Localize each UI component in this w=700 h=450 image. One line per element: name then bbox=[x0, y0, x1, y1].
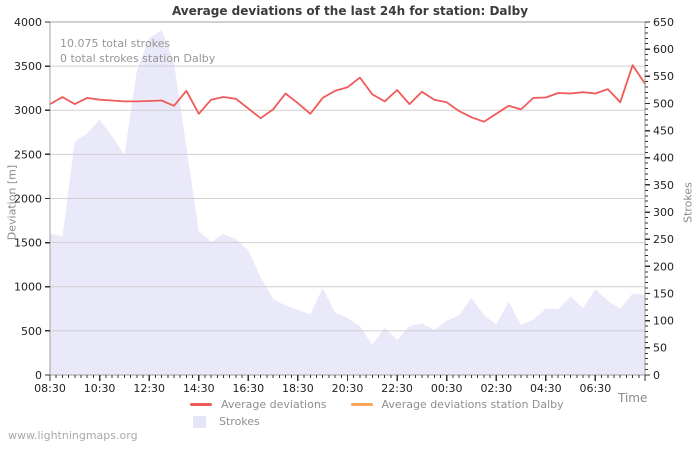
svg-text:22:30: 22:30 bbox=[381, 382, 413, 395]
svg-text:500: 500 bbox=[653, 97, 674, 110]
svg-text:50: 50 bbox=[653, 342, 667, 355]
svg-text:500: 500 bbox=[21, 325, 42, 338]
svg-text:2000: 2000 bbox=[14, 192, 42, 205]
svg-text:150: 150 bbox=[653, 287, 674, 300]
svg-text:350: 350 bbox=[653, 179, 674, 192]
svg-text:0: 0 bbox=[653, 369, 660, 382]
watermark-text: www.lightningmaps.org bbox=[8, 429, 138, 442]
svg-text:14:30: 14:30 bbox=[183, 382, 215, 395]
svg-text:0: 0 bbox=[35, 369, 42, 382]
svg-text:02:30: 02:30 bbox=[480, 382, 512, 395]
svg-text:3000: 3000 bbox=[14, 104, 42, 117]
station-strokes-text: 0 total strokes station Dalby bbox=[60, 52, 216, 65]
svg-text:400: 400 bbox=[653, 152, 674, 165]
svg-text:20:30: 20:30 bbox=[332, 382, 364, 395]
svg-text:1500: 1500 bbox=[14, 236, 42, 249]
svg-text:100: 100 bbox=[653, 315, 674, 328]
svg-text:16:30: 16:30 bbox=[232, 382, 264, 395]
svg-text:12:30: 12:30 bbox=[133, 382, 165, 395]
chart-legend: Average deviations Average deviations st… bbox=[190, 397, 564, 431]
svg-text:1000: 1000 bbox=[14, 281, 42, 294]
legend-label-station: Average deviations station Dalby bbox=[381, 398, 564, 411]
x-axis-label: Time bbox=[618, 391, 648, 405]
deviation-line-swatch bbox=[190, 403, 212, 406]
legend-label-deviations: Average deviations bbox=[221, 398, 327, 411]
svg-text:00:30: 00:30 bbox=[431, 382, 463, 395]
right-axis-label: Strokes bbox=[681, 182, 695, 223]
svg-text:10:30: 10:30 bbox=[84, 382, 116, 395]
station-line-swatch bbox=[350, 403, 373, 406]
svg-text:06:30: 06:30 bbox=[580, 382, 612, 395]
svg-text:04:30: 04:30 bbox=[530, 382, 562, 395]
svg-text:600: 600 bbox=[653, 43, 674, 56]
strokes-annotation: 10.075 total strokes 0 total strokes sta… bbox=[60, 36, 215, 66]
left-axis-label: Deviation [m] bbox=[5, 164, 19, 241]
legend-row-1: Average deviations Average deviations st… bbox=[190, 397, 564, 412]
svg-text:200: 200 bbox=[653, 260, 674, 273]
svg-text:08:30: 08:30 bbox=[34, 382, 66, 395]
svg-text:300: 300 bbox=[653, 206, 674, 219]
svg-text:250: 250 bbox=[653, 233, 674, 246]
chart-title: Average deviations of the last 24h for s… bbox=[171, 4, 529, 18]
total-strokes-text: 10.075 total strokes bbox=[60, 37, 171, 50]
svg-text:650: 650 bbox=[653, 16, 674, 29]
svg-text:550: 550 bbox=[653, 70, 674, 83]
legend-label-strokes: Strokes bbox=[219, 415, 260, 428]
svg-text:18:30: 18:30 bbox=[282, 382, 314, 395]
svg-text:450: 450 bbox=[653, 124, 674, 137]
svg-text:2500: 2500 bbox=[14, 148, 42, 161]
strokes-area-swatch bbox=[193, 415, 206, 428]
legend-row-2: Strokes bbox=[190, 414, 564, 429]
svg-text:3500: 3500 bbox=[14, 60, 42, 73]
svg-text:4000: 4000 bbox=[14, 16, 42, 29]
